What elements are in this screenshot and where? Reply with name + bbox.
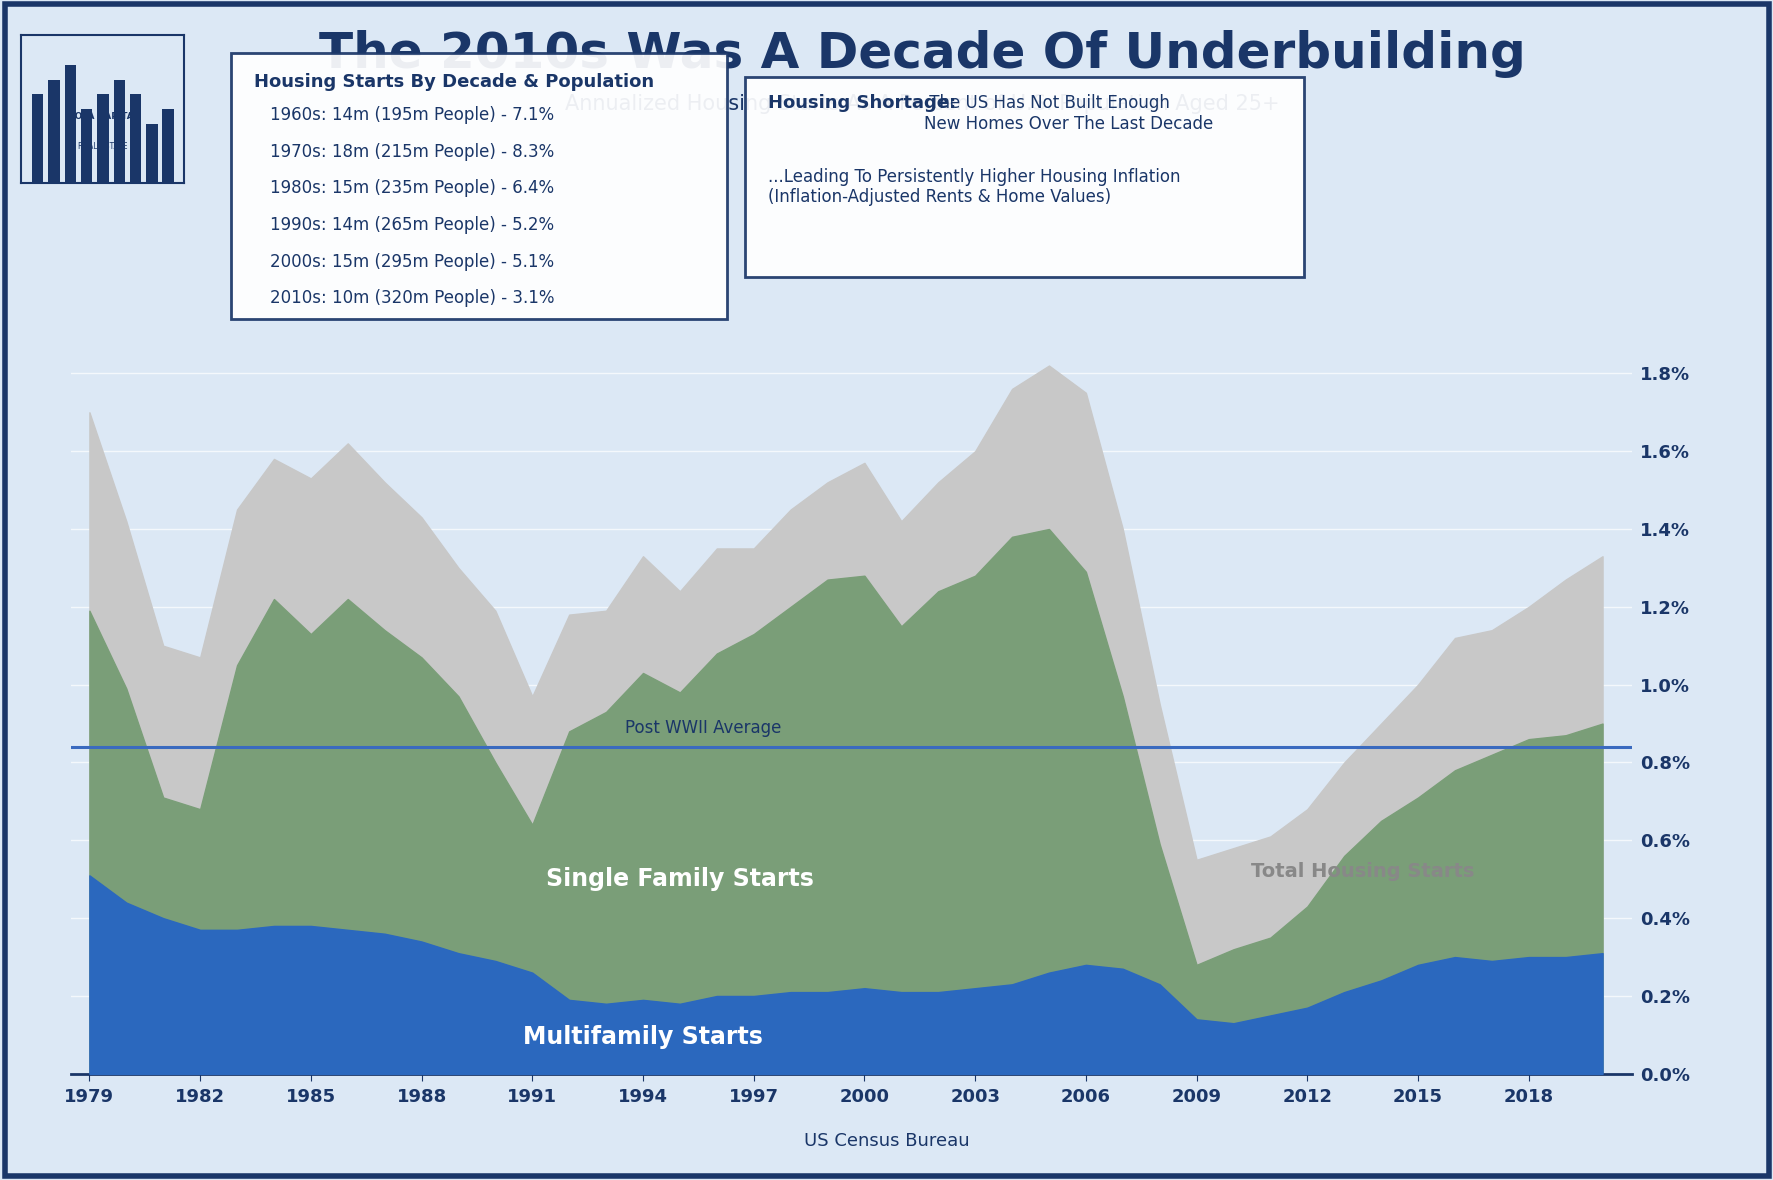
Text: 1980s: 15m (235m People) - 6.4%: 1980s: 15m (235m People) - 6.4% (269, 179, 553, 197)
Text: Housing Shortage:: Housing Shortage: (768, 94, 956, 112)
Text: 1970s: 18m (215m People) - 8.3%: 1970s: 18m (215m People) - 8.3% (269, 143, 553, 160)
Text: US Census Bureau: US Census Bureau (803, 1133, 970, 1150)
Text: 2000s: 15m (295m People) - 5.1%: 2000s: 15m (295m People) - 5.1% (269, 253, 553, 270)
Text: 1990s: 14m (265m People) - 5.2%: 1990s: 14m (265m People) - 5.2% (269, 216, 553, 234)
Text: HOYA CAPITAL: HOYA CAPITAL (67, 112, 138, 122)
Text: Post WWII Average: Post WWII Average (624, 719, 780, 738)
Bar (98, 94, 108, 183)
Text: REAL ESTATE: REAL ESTATE (78, 142, 128, 151)
Bar (163, 110, 174, 183)
Text: ...Leading To Persistently Higher Housing Inflation
(Inflation-Adjusted Rents & : ...Leading To Persistently Higher Housin… (768, 168, 1181, 206)
Text: 2010s: 10m (320m People) - 3.1%: 2010s: 10m (320m People) - 3.1% (269, 289, 553, 307)
Bar (64, 65, 76, 183)
Text: Housing Starts By Decade & Population: Housing Starts By Decade & Population (254, 73, 654, 91)
Bar (129, 94, 142, 183)
Bar (113, 80, 124, 183)
Bar (145, 124, 158, 183)
Text: Total Housing Starts: Total Housing Starts (1250, 861, 1473, 881)
Text: 1960s: 14m (195m People) - 7.1%: 1960s: 14m (195m People) - 7.1% (269, 106, 553, 124)
Bar (32, 94, 43, 183)
Text: The US Has Not Built Enough
New Homes Over The Last Decade: The US Has Not Built Enough New Homes Ov… (924, 94, 1213, 133)
Text: Single Family Starts: Single Family Starts (546, 867, 814, 891)
Text: Multifamily Starts: Multifamily Starts (523, 1025, 762, 1049)
Text: The 2010s Was A Decade Of Underbuilding: The 2010s Was A Decade Of Underbuilding (319, 30, 1525, 78)
Text: Annualized Housing Starts As A Percent of U.S. Population Aged 25+: Annualized Housing Starts As A Percent o… (566, 94, 1278, 114)
Bar (82, 110, 92, 183)
Bar (48, 80, 60, 183)
